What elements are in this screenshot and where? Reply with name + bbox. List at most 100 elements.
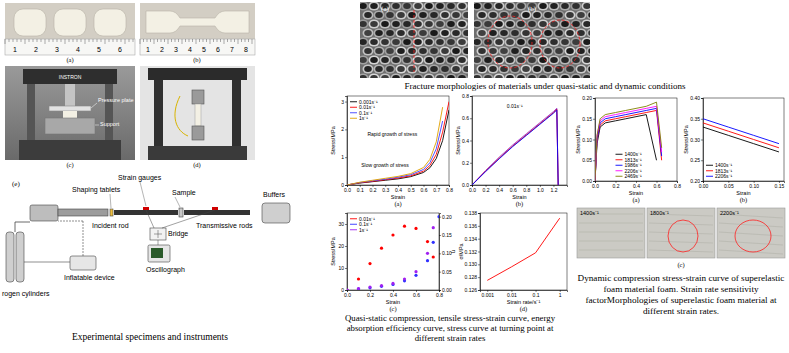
ruler-tick [125,39,126,44]
ruler-tick [203,39,204,42]
pore-rim [516,19,527,28]
pore [561,3,569,9]
tick: 0.6 [510,185,517,193]
ruler-tick [49,39,50,42]
pore-rim [494,37,505,46]
panel-label: (b) [740,196,748,204]
pore [397,66,405,72]
panel-label: (c) [66,161,73,169]
pore [561,39,569,45]
pore [430,66,438,72]
pore-rim [435,2,446,11]
ruler-tick [121,39,122,42]
ruler-tick [129,39,130,42]
ruler-tick [164,39,165,42]
tick-mark [345,129,347,130]
ruler-tick [189,39,190,42]
plot-frame [347,213,439,290]
x-axis: 0.000.050.100.15 [699,181,785,189]
tick-mark [439,253,441,254]
tick: 0.001 [482,290,495,298]
legend-swatch [350,107,357,108]
ruler-tick [196,39,197,44]
pore-rim [380,55,391,64]
tick: 0.40 [690,95,703,101]
ruler-number: 1 [146,46,150,53]
pore [500,30,508,36]
pipe [58,221,83,222]
chart: 0.000.050.100.150.200.250.300.350.401400… [683,95,785,203]
tick-label: 0.4 [462,138,469,144]
texture-line [579,223,643,224]
pore-rim [391,37,402,46]
tick-mark [701,119,703,120]
tick: 2 [341,126,347,132]
ruler-number: 3 [174,46,178,53]
tick-label: 0.8 [462,93,469,99]
pore [430,30,438,36]
pore [511,66,519,72]
ruler-tick [65,39,66,44]
axis-line [345,214,348,291]
wire [146,210,154,228]
photo-tensile-machine [140,66,255,160]
pore-rim [360,19,369,28]
tick: 0.20 [582,95,595,101]
x-axis: 0.00.20.40.60.8 [592,181,681,189]
ruler-tick [29,39,30,42]
pore-rim [451,28,462,37]
pore-rim [474,37,483,46]
tick-mark [701,181,703,182]
series-line [472,109,558,185]
pore [414,3,422,9]
ruler-tick [168,39,169,44]
pore [588,12,590,18]
tick-label: 0.6 [421,187,428,193]
panel-label: (b) [516,200,524,208]
callout: Pressure plate [98,97,133,103]
pore [436,21,444,27]
pore-rim [407,10,418,19]
pore-rim [424,2,435,11]
pore [403,75,411,78]
pore [533,48,541,54]
tick-label: 0.0 [462,182,469,188]
pore-rim [499,64,510,73]
ruler-tick [147,39,148,42]
pore [458,39,466,45]
pore [539,3,547,9]
pore [458,3,466,9]
pore [561,57,569,63]
data-point [391,282,394,285]
support [45,118,95,134]
panel-label: (a) [66,56,73,64]
pore-rim [402,19,413,28]
ruler-tick [85,39,86,44]
pore [408,48,416,54]
pore-rim [483,73,494,78]
ruler-number: 5 [97,46,101,53]
tick: 0.6 [654,181,661,189]
tick-label: 0.2 [462,160,469,166]
pore [511,30,519,36]
pore-rim [360,73,369,78]
pore [533,66,541,72]
dynamic-panel: 1400s⁻¹1800s⁻¹2200s⁻¹(c)Dynamic compress… [577,208,785,316]
tick-label: 0.01 [507,292,517,298]
pore [370,21,378,27]
tick-mark [593,119,595,120]
tick: 0.8 [446,185,453,193]
pore-rim [494,73,505,78]
tick-label: 0.00 [442,287,452,293]
tick-label: 0.0 [344,292,351,298]
photo-label: 2200s⁻¹ [720,210,739,216]
data-point [437,215,439,218]
pore [392,57,400,63]
photo-bg [577,208,645,258]
tick-label: 1 [559,292,562,298]
tick-mark [478,290,480,291]
tick-label: 0.8 [523,187,530,193]
x-axis: 0.0010.010.11 [481,290,568,298]
pore-rim [440,64,451,73]
ruler-tick [252,39,253,44]
